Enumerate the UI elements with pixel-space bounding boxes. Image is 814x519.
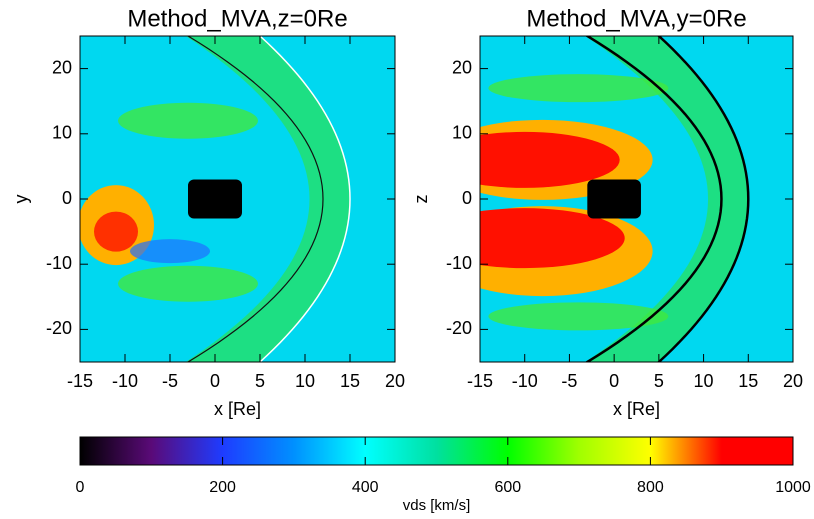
x-tick-label: 10 (295, 371, 315, 391)
y-tick-label: 20 (452, 57, 472, 77)
x-tick-label: 15 (738, 371, 758, 391)
x-tick-label: 5 (255, 371, 265, 391)
x-tick-label: -5 (561, 371, 577, 391)
x-axis-label: x [Re] (613, 399, 660, 419)
colorbar-label: vds [km/s] (403, 497, 471, 514)
y-tick-label: 0 (462, 188, 472, 208)
hot-region (480, 131, 620, 188)
y-tick-label: -20 (46, 318, 72, 338)
boundary-line (656, 36, 750, 362)
y-axis-label: y (11, 195, 31, 204)
colorbar-tick-label: 0 (76, 479, 85, 496)
x-tick-label: 5 (654, 371, 664, 391)
planet-mask (587, 179, 641, 219)
boundary-line (584, 36, 723, 362)
y-tick-label: 10 (452, 123, 472, 143)
blue-patch (130, 239, 210, 264)
x-tick-label: 15 (340, 371, 360, 391)
y-axis-label: z (411, 195, 431, 204)
x-tick-label: 20 (385, 371, 405, 391)
colorbar-tick-label: 800 (637, 479, 664, 496)
x-tick-label: 0 (609, 371, 619, 391)
planet-mask (188, 179, 242, 219)
x-tick-label: -15 (467, 371, 493, 391)
x-axis-label: x [Re] (214, 399, 261, 419)
green-ring (488, 302, 669, 331)
boundary-line (186, 36, 324, 362)
x-tick-label: -5 (162, 371, 178, 391)
colorbar-tick-label: 1000 (775, 479, 811, 496)
x-tick-label: 20 (783, 371, 803, 391)
sheath-band (185, 36, 350, 362)
y-tick-label: -20 (446, 318, 472, 338)
y-tick-label: 0 (62, 188, 72, 208)
y-tick-label: -10 (446, 253, 472, 273)
heatmap-field (480, 36, 793, 362)
green-ring (118, 102, 258, 139)
heatmap-field (80, 36, 395, 362)
x-tick-label: -10 (112, 371, 138, 391)
sheath-band (585, 36, 749, 362)
y-tick-label: 10 (52, 123, 72, 143)
x-tick-label: -15 (67, 371, 93, 391)
colorbar-tick-label: 600 (494, 479, 521, 496)
y-tick-label: -10 (46, 253, 72, 273)
chart-title: Method_MVA,y=0Re (526, 5, 746, 32)
colorbar-tick-label: 400 (352, 479, 379, 496)
colorbar (79, 436, 794, 466)
x-tick-label: -10 (512, 371, 538, 391)
y-tick-label: 20 (52, 57, 72, 77)
x-tick-label: 0 (210, 371, 220, 391)
chart-title: Method_MVA,z=0Re (127, 5, 347, 32)
colorbar-tick-label: 200 (209, 479, 236, 496)
green-ring (118, 265, 258, 302)
boundary-line (258, 36, 351, 362)
x-tick-label: 10 (694, 371, 714, 391)
hot-core (94, 211, 138, 252)
hot-region (480, 208, 625, 269)
green-ring (488, 74, 669, 103)
